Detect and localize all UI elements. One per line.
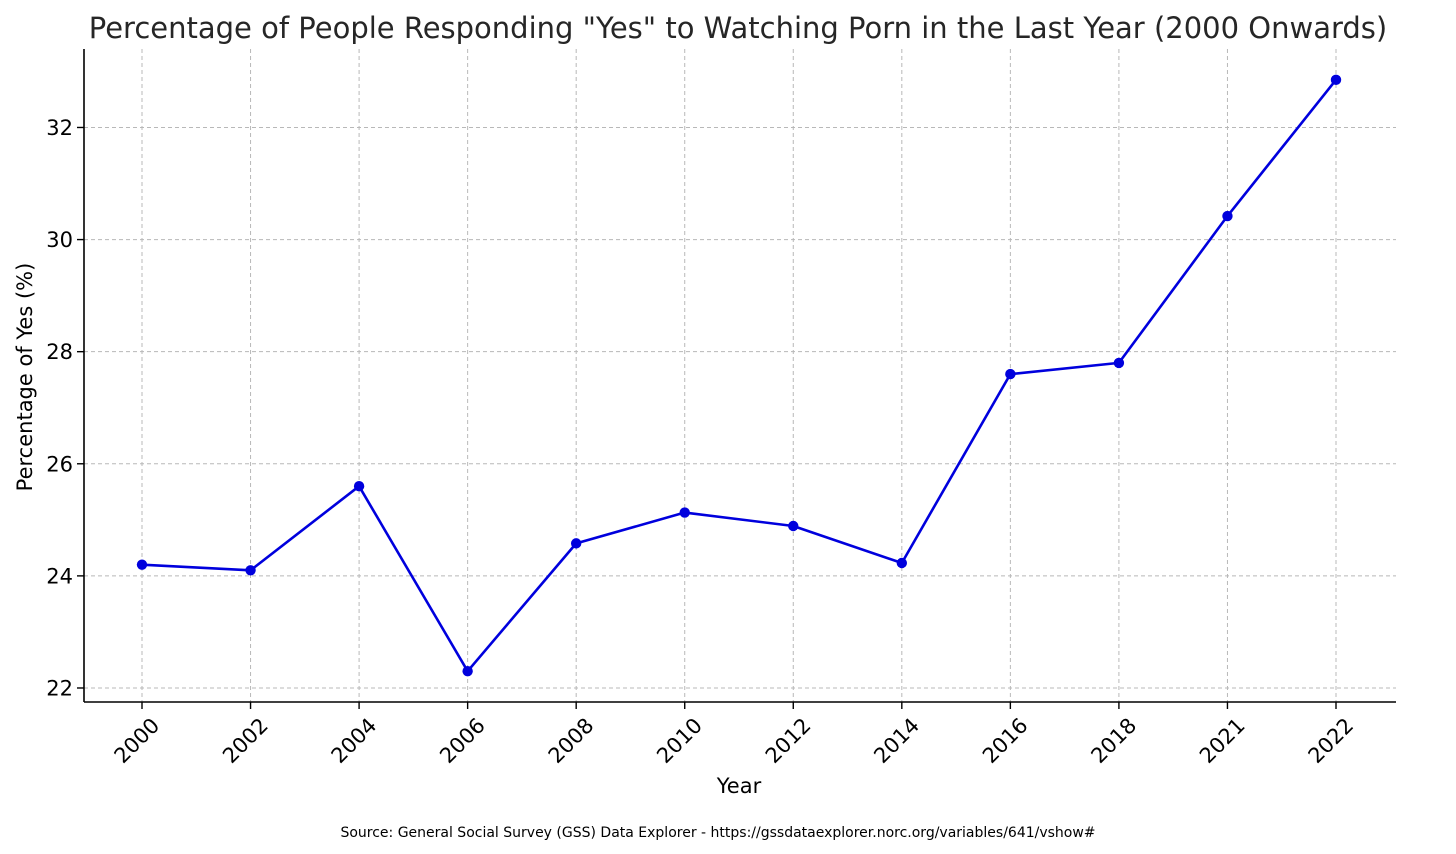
x-tick-label: 2022 — [1304, 713, 1359, 768]
x-tick-label: 2012 — [761, 713, 816, 768]
axes: 22 24 26 28 30 32 2000 2002 2004 2006 2008 2010 2012… — [46, 49, 1396, 768]
x-tick-label: 2010 — [652, 713, 707, 768]
y-tick-label: 22 — [46, 676, 73, 700]
data-point — [353, 481, 365, 492]
data-point — [1330, 74, 1342, 86]
x-tick-label: 2016 — [978, 713, 1033, 768]
data-point — [1005, 368, 1016, 380]
x-tick-label: 2004 — [327, 713, 382, 768]
x-axis-label: Year — [716, 774, 762, 798]
x-tick-label: 2008 — [544, 713, 599, 768]
data-point — [1113, 357, 1125, 369]
x-tick-label: 2006 — [435, 713, 490, 768]
data-point — [570, 538, 582, 549]
data-point — [245, 565, 256, 576]
data-point — [679, 507, 690, 518]
data-point — [136, 559, 148, 570]
y-tick-label: 24 — [46, 564, 73, 588]
data-series — [136, 74, 1342, 677]
y-tick-label: 28 — [46, 340, 73, 364]
grid — [84, 49, 1396, 702]
x-tick-label: 2002 — [218, 713, 273, 768]
chart-title: Percentage of People Responding "Yes" to… — [89, 11, 1387, 45]
x-tick-label: 2000 — [110, 713, 165, 768]
data-point — [896, 557, 908, 569]
x-tick-label: 2014 — [869, 713, 924, 768]
data-point — [462, 665, 473, 677]
data-point — [1222, 210, 1233, 222]
y-tick-label: 26 — [46, 452, 73, 476]
series-line — [141, 79, 1338, 673]
y-tick-label: 30 — [46, 228, 73, 252]
y-axis-label: Percentage of Yes (%) — [13, 263, 37, 492]
y-tick-label: 32 — [46, 116, 73, 140]
x-tick-label: 2021 — [1195, 713, 1250, 768]
data-point — [788, 520, 799, 532]
source-note: Source: General Social Survey (GSS) Data… — [340, 825, 1095, 841]
x-tick-label: 2018 — [1086, 713, 1141, 768]
